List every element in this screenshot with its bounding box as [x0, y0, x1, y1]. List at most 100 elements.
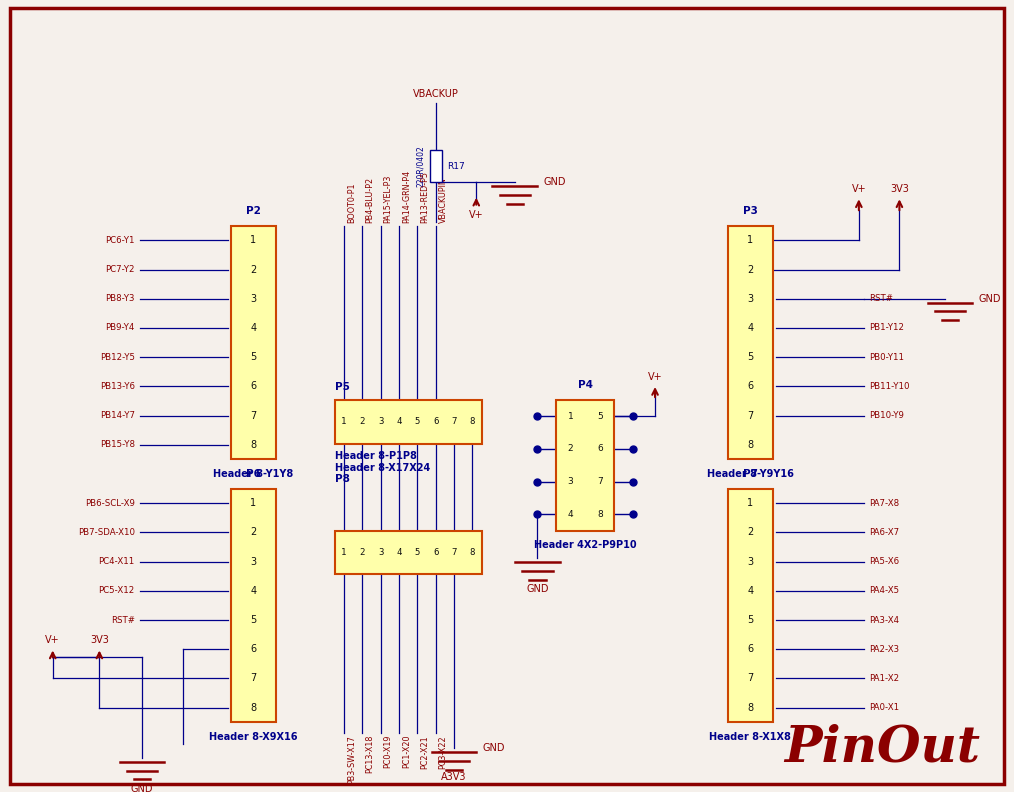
Text: 1: 1 [250, 498, 257, 508]
Text: 3: 3 [747, 294, 753, 304]
Text: 8: 8 [469, 548, 476, 557]
Text: 8: 8 [747, 440, 753, 450]
Text: PC4-X11: PC4-X11 [98, 558, 135, 566]
Text: 8: 8 [250, 703, 257, 713]
Text: PB10-Y9: PB10-Y9 [869, 411, 903, 420]
Text: 4: 4 [747, 586, 753, 596]
Text: 3V3: 3V3 [890, 184, 909, 194]
Text: PA4-X5: PA4-X5 [869, 586, 899, 596]
Text: PA3-X4: PA3-X4 [869, 615, 899, 625]
Text: 5: 5 [597, 412, 602, 421]
Bar [335, 400, 482, 444]
Text: 1: 1 [341, 548, 347, 557]
Text: 4: 4 [250, 323, 257, 333]
Text: PB1-Y12: PB1-Y12 [869, 323, 904, 333]
Text: PC0-X19: PC0-X19 [383, 735, 392, 768]
Text: 4: 4 [568, 510, 573, 519]
Text: PB7-SDA-X10: PB7-SDA-X10 [78, 528, 135, 537]
Text: 8: 8 [747, 703, 753, 713]
Text: 1: 1 [747, 235, 753, 246]
Text: R17: R17 [447, 162, 464, 171]
Text: Header 4X2-P9P10: Header 4X2-P9P10 [533, 540, 637, 550]
Text: 5: 5 [250, 352, 257, 362]
Text: PB4-BLU-P2: PB4-BLU-P2 [365, 177, 374, 223]
Text: 5: 5 [415, 417, 420, 426]
Text: P3: P3 [743, 206, 757, 216]
Text: PA15-YEL-P3: PA15-YEL-P3 [383, 175, 392, 223]
Text: 220R/0402: 220R/0402 [416, 146, 425, 187]
Text: 5: 5 [747, 615, 753, 625]
Text: GND: GND [979, 294, 1001, 304]
Text: PA1-X2: PA1-X2 [869, 674, 899, 683]
Text: PC2-X21: PC2-X21 [421, 735, 429, 768]
Text: V+: V+ [852, 184, 866, 194]
Text: A3V3: A3V3 [441, 772, 466, 782]
Text: 7: 7 [451, 417, 456, 426]
Text: PB8-Y3: PB8-Y3 [105, 295, 135, 303]
Text: 1: 1 [250, 235, 257, 246]
Text: PB12-Y5: PB12-Y5 [99, 352, 135, 362]
Text: 6: 6 [747, 644, 753, 654]
Text: 3: 3 [250, 557, 257, 567]
Text: Header 8-X1X8: Header 8-X1X8 [710, 732, 791, 742]
Bar [335, 531, 482, 574]
Text: Header 8-Y9Y16: Header 8-Y9Y16 [707, 469, 794, 479]
Bar [556, 400, 614, 531]
Text: 4: 4 [747, 323, 753, 333]
Text: 6: 6 [250, 644, 257, 654]
Text: 8: 8 [469, 417, 476, 426]
Text: PC5-X12: PC5-X12 [98, 586, 135, 596]
Text: 3: 3 [747, 557, 753, 567]
Text: PA7-X8: PA7-X8 [869, 499, 899, 508]
Text: GND: GND [483, 744, 505, 753]
Text: 7: 7 [747, 673, 753, 683]
Text: PC7-Y2: PC7-Y2 [105, 265, 135, 274]
Text: VBACKUP: VBACKUP [413, 89, 458, 99]
Text: 2: 2 [360, 548, 365, 557]
Text: P5: P5 [335, 382, 350, 392]
Text: Header 8-Y1Y8: Header 8-Y1Y8 [213, 469, 294, 479]
Text: PB15-Y8: PB15-Y8 [99, 440, 135, 449]
Text: 2: 2 [747, 527, 753, 538]
Text: V+: V+ [46, 635, 60, 645]
Text: Header 8-P1P8: Header 8-P1P8 [335, 451, 417, 462]
Text: 6: 6 [597, 444, 602, 454]
Text: 7: 7 [250, 673, 257, 683]
Text: PB0-Y11: PB0-Y11 [869, 352, 904, 362]
Text: 6: 6 [433, 417, 438, 426]
Text: 2: 2 [568, 444, 573, 454]
Text: 7: 7 [250, 410, 257, 421]
Text: Header 8-X9X16: Header 8-X9X16 [209, 732, 298, 742]
Bar [430, 150, 442, 182]
Text: PinOut: PinOut [784, 724, 981, 773]
Text: 5: 5 [250, 615, 257, 625]
Text: GND: GND [131, 784, 153, 792]
Text: 5: 5 [415, 548, 420, 557]
Text: PB14-Y7: PB14-Y7 [99, 411, 135, 420]
Text: PC1-X20: PC1-X20 [402, 735, 411, 768]
Text: PA6-X7: PA6-X7 [869, 528, 899, 537]
Text: PC3-X22: PC3-X22 [439, 735, 448, 768]
Bar [231, 226, 276, 459]
Text: 3: 3 [378, 417, 383, 426]
Text: P2: P2 [246, 206, 261, 216]
Text: 1: 1 [568, 412, 573, 421]
Text: 2: 2 [250, 527, 257, 538]
Text: PB11-Y10: PB11-Y10 [869, 382, 910, 390]
Text: V+: V+ [648, 371, 662, 382]
Text: Header 8-X17X24: Header 8-X17X24 [335, 463, 430, 474]
Text: P7: P7 [743, 469, 757, 479]
Text: 4: 4 [396, 548, 402, 557]
Text: BOOT0-P1: BOOT0-P1 [347, 183, 356, 223]
Text: P8: P8 [335, 474, 350, 485]
Text: 6: 6 [433, 548, 438, 557]
Bar [231, 489, 276, 722]
Text: 3: 3 [250, 294, 257, 304]
Text: PB6-SCL-X9: PB6-SCL-X9 [85, 499, 135, 508]
Text: 7: 7 [747, 410, 753, 421]
Text: GND: GND [526, 584, 549, 595]
Text: 4: 4 [250, 586, 257, 596]
Text: 3V3: 3V3 [90, 635, 108, 645]
Text: 1: 1 [341, 417, 347, 426]
Text: 2: 2 [747, 265, 753, 275]
